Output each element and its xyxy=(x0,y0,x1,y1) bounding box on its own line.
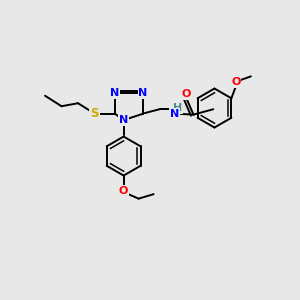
Text: H: H xyxy=(173,103,182,113)
Text: N: N xyxy=(139,88,148,98)
Text: S: S xyxy=(90,107,99,120)
Text: O: O xyxy=(231,77,241,87)
Text: O: O xyxy=(181,88,191,99)
Text: N: N xyxy=(119,115,128,125)
Text: O: O xyxy=(119,185,128,196)
Text: N: N xyxy=(110,88,119,98)
Text: N: N xyxy=(170,109,179,119)
